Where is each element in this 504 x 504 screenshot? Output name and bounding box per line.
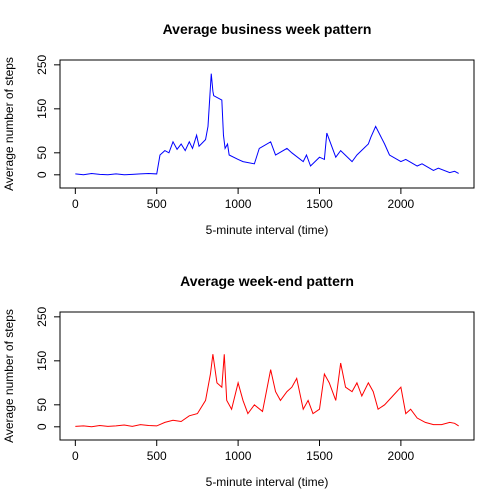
x-tick-label: 0 (72, 197, 79, 211)
data-line (75, 354, 459, 428)
y-tick-label: 150 (35, 98, 49, 118)
plot-box (59, 59, 475, 189)
chart-title: Average business week pattern (163, 21, 372, 37)
chart-title: Average week-end pattern (180, 273, 354, 289)
x-axis-label: 5-minute interval (time) (206, 475, 329, 489)
y-tick-label: 150 (35, 350, 49, 370)
x-tick-label: 0 (72, 449, 79, 463)
x-tick-label: 2000 (388, 449, 415, 463)
y-tick-label: 0 (35, 171, 49, 178)
x-tick-label: 1000 (225, 449, 252, 463)
data-line (75, 73, 459, 176)
x-tick-label: 2000 (388, 197, 415, 211)
x-axis-label: 5-minute interval (time) (206, 223, 329, 237)
x-tick-label: 1500 (306, 449, 333, 463)
y-tick-label: 250 (35, 55, 49, 75)
y-axis-label: Average number of steps (2, 57, 16, 191)
x-tick-label: 500 (147, 449, 167, 463)
x-tick-label: 1000 (225, 197, 252, 211)
plot-box (59, 311, 475, 441)
y-axis-label: Average number of steps (2, 309, 16, 443)
y-tick-label: 0 (35, 423, 49, 430)
y-tick-label: 50 (35, 146, 49, 160)
y-tick-label: 50 (35, 398, 49, 412)
y-tick-label: 250 (35, 307, 49, 327)
x-tick-label: 1500 (306, 197, 333, 211)
x-tick-label: 500 (147, 197, 167, 211)
